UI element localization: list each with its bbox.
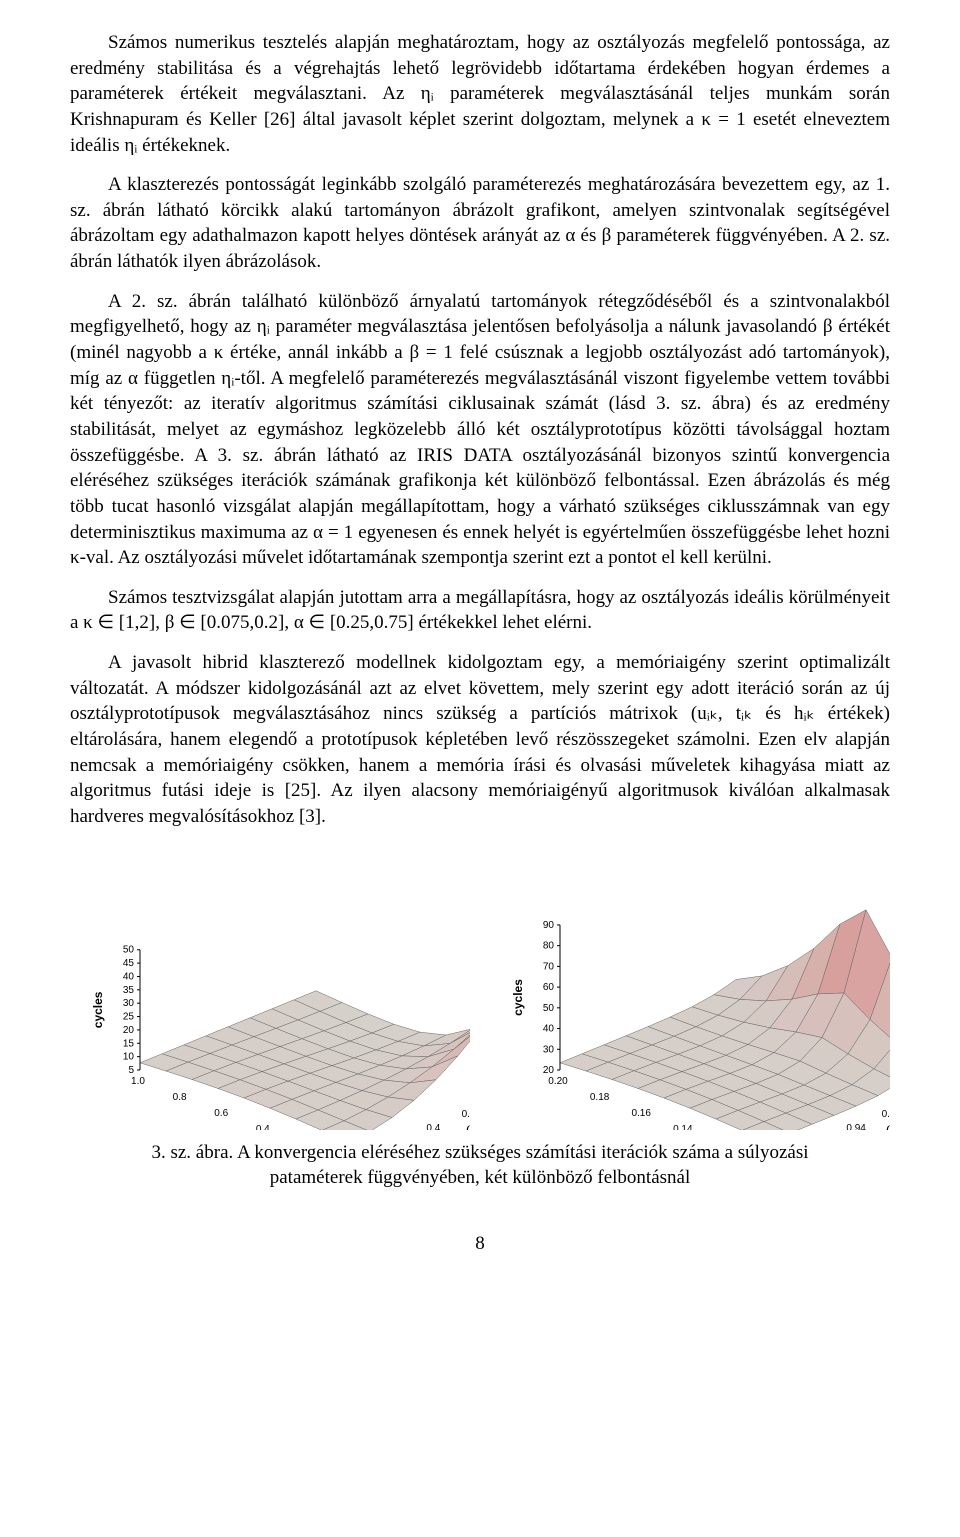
page-number: 8 — [70, 1231, 890, 1257]
svg-text:β: β — [660, 1129, 668, 1130]
svg-text:0.18: 0.18 — [590, 1092, 610, 1103]
svg-text:α: α — [466, 1121, 470, 1130]
svg-text:15: 15 — [123, 1038, 135, 1049]
svg-text:0.6: 0.6 — [214, 1108, 228, 1119]
paragraph-2: A klaszterezés pontosságát leginkább szo… — [70, 172, 890, 275]
svg-text:40: 40 — [123, 971, 135, 982]
figure-3-row: 5 10 15 20 25 30 35 40 45 50 cycles 1.0 0.8 0.6 0.4 0.2… — [70, 870, 890, 1130]
paragraph-3: A 2. sz. ábrán található különböző árnya… — [70, 289, 890, 571]
svg-text:25: 25 — [123, 1011, 135, 1022]
svg-text:α: α — [886, 1121, 890, 1130]
paragraph-1: Számos numerikus tesztelés alapján megha… — [70, 30, 890, 158]
svg-text:0.96: 0.96 — [882, 1108, 890, 1119]
svg-text:cycles: cycles — [511, 978, 525, 1015]
svg-text:cycles: cycles — [91, 991, 105, 1028]
svg-text:50: 50 — [123, 944, 135, 955]
svg-text:0.20: 0.20 — [548, 1076, 568, 1087]
svg-text:10: 10 — [123, 1051, 135, 1062]
svg-text:50: 50 — [543, 1002, 555, 1013]
svg-text:0.14: 0.14 — [673, 1124, 693, 1130]
svg-text:0.16: 0.16 — [631, 1108, 651, 1119]
svg-text:20: 20 — [543, 1065, 555, 1076]
svg-text:80: 80 — [543, 940, 555, 951]
figure-3-right-surface: 20 30 40 50 60 70 80 90 cycles 0.20 0.18 0.16 0.14 0.… — [490, 870, 890, 1130]
svg-text:0.8: 0.8 — [173, 1092, 187, 1103]
svg-text:1.0: 1.0 — [131, 1076, 145, 1087]
svg-text:β: β — [240, 1129, 248, 1130]
svg-text:30: 30 — [123, 998, 135, 1009]
svg-text:20: 20 — [123, 1024, 135, 1035]
svg-text:45: 45 — [123, 958, 135, 969]
svg-text:60: 60 — [543, 982, 555, 993]
svg-text:35: 35 — [123, 984, 135, 995]
paragraph-5: A javasolt hibrid klaszterező modellnek … — [70, 650, 890, 829]
svg-text:90: 90 — [543, 920, 555, 931]
svg-text:0.4: 0.4 — [426, 1123, 440, 1130]
svg-text:0.94: 0.94 — [846, 1123, 866, 1130]
paragraph-4: Számos tesztvizsgálat alapján jutottam a… — [70, 585, 890, 636]
figure-3-caption: 3. sz. ábra. A konvergencia eléréséhez s… — [110, 1140, 850, 1191]
svg-text:40: 40 — [543, 1023, 555, 1034]
figure-3-left-surface: 5101520253035404550cycles1.00.80.60.40.2… — [70, 870, 470, 1130]
svg-text:5: 5 — [128, 1065, 134, 1076]
svg-text:30: 30 — [543, 1044, 555, 1055]
svg-text:0.6: 0.6 — [462, 1108, 470, 1119]
svg-text:0.4: 0.4 — [256, 1124, 270, 1130]
svg-text:70: 70 — [543, 961, 555, 972]
